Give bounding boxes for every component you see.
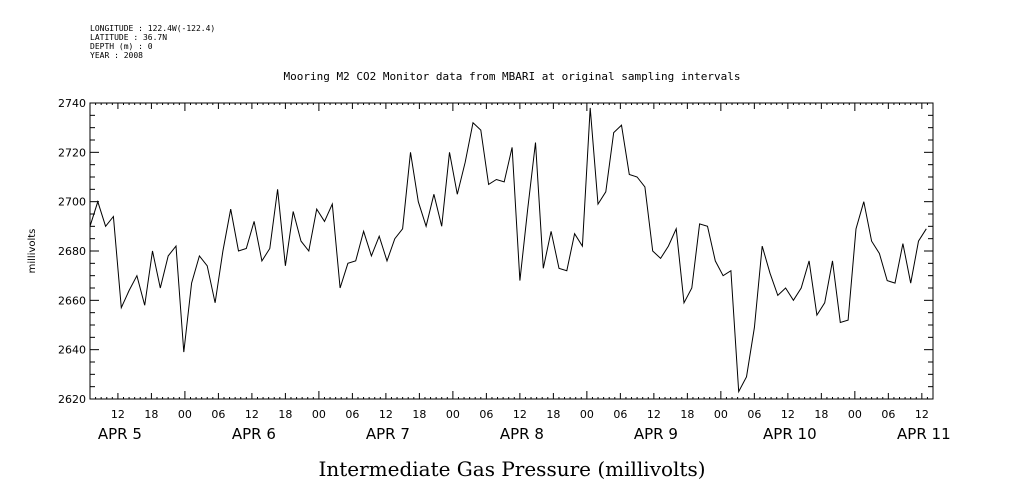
day-label: APR 9 xyxy=(634,425,678,443)
y-tick-label: 2740 xyxy=(58,97,86,110)
x-tick-label: 00 xyxy=(178,408,192,421)
x-tick-label: 00 xyxy=(580,408,594,421)
x-tick-label: 00 xyxy=(848,408,862,421)
plot-frame xyxy=(89,102,934,400)
y-tick-label: 2640 xyxy=(58,344,86,357)
day-label: APR 8 xyxy=(500,425,544,443)
x-tick-label: 18 xyxy=(144,408,158,421)
x-tick-label: 06 xyxy=(211,408,225,421)
x-tick-label: 12 xyxy=(513,408,527,421)
header-line-depth: DEPTH (m) : 0 xyxy=(90,42,153,51)
day-label: APR 5 xyxy=(98,425,142,443)
x-tick-label: 18 xyxy=(814,408,828,421)
day-label: APR 11 xyxy=(897,425,951,443)
x-tick-label: 00 xyxy=(312,408,326,421)
x-tick-label: 12 xyxy=(111,408,125,421)
y-tick-label: 2700 xyxy=(58,196,86,209)
x-tick-label: 12 xyxy=(781,408,795,421)
x-tick-label: 12 xyxy=(245,408,259,421)
y-tick-label: 2660 xyxy=(58,294,86,307)
x-tick-label: 06 xyxy=(345,408,359,421)
header-info: LONGITUDE : 122.4W(-122.4) LATITUDE : 36… xyxy=(90,24,215,60)
x-tick-label: 18 xyxy=(546,408,560,421)
x-tick-label: 00 xyxy=(446,408,460,421)
x-tick-label: 12 xyxy=(647,408,661,421)
day-labels: APR 5 APR 6 APR 7 APR 8 APR 9 APR 10 APR 11 xyxy=(98,425,951,443)
y-axis: 2620 2640 2660 2680 2700 2720 2740 xyxy=(58,97,933,406)
header-line-longitude: LONGITUDE : 122.4W(-122.4) xyxy=(90,24,215,33)
header-line-latitude: LATITUDE : 36.7N xyxy=(90,33,167,42)
x-tick-label: 12 xyxy=(379,408,393,421)
series-line xyxy=(89,107,927,394)
x-tick-label: 18 xyxy=(278,408,292,421)
y-tick-label: 2620 xyxy=(58,393,86,406)
x-tick-label: 18 xyxy=(680,408,694,421)
x-axis-label: Intermediate Gas Pressure (millivolts) xyxy=(318,457,705,481)
x-tick-label: 00 xyxy=(714,408,728,421)
header-line-year: YEAR : 2008 xyxy=(90,51,143,60)
x-tick-label: 18 xyxy=(412,408,426,421)
x-tick-label: 06 xyxy=(479,408,493,421)
day-label: APR 7 xyxy=(366,425,410,443)
x-tick-label: 06 xyxy=(881,408,895,421)
y-tick-label: 2720 xyxy=(58,146,86,159)
x-tick-label: 06 xyxy=(613,408,627,421)
x-axis: 12 18 00 06 12 18 00 06 12 18 00 06 12 18 00 06 12 18 00 06… xyxy=(89,103,934,421)
y-tick-label: 2680 xyxy=(58,245,86,258)
chart-title: Mooring M2 CO2 Monitor data from MBARI a… xyxy=(284,70,741,83)
x-tick-label: 12 xyxy=(915,408,929,421)
y-axis-label: millivolts xyxy=(27,229,38,274)
day-label: APR 6 xyxy=(232,425,276,443)
x-tick-label: 06 xyxy=(747,408,761,421)
day-label: APR 10 xyxy=(763,425,817,443)
